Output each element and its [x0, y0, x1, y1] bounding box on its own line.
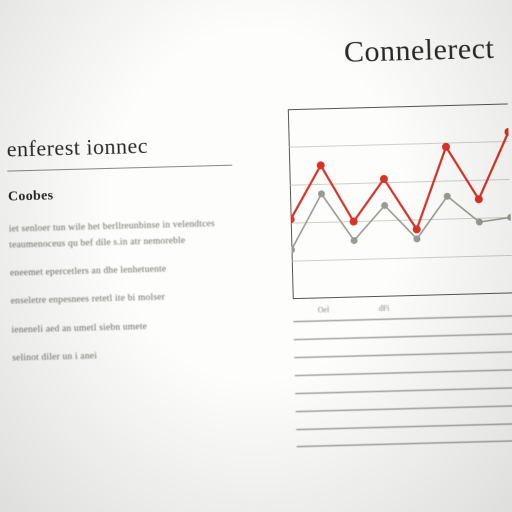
x-tick-label: dFi: [379, 304, 390, 313]
x-tick-label: Oel: [318, 305, 330, 314]
body-paragraph: iet senloer tun wile het berllreunbinse …: [9, 216, 235, 254]
body-paragraph: eneemet epercetlers an dhe lenhetuente: [10, 260, 235, 282]
section-heading: enferest ionnec: [6, 131, 232, 172]
section-subhead: Coobes: [8, 184, 233, 206]
line-chart: Oel dFi: [288, 103, 512, 299]
body-paragraph: ieneneli aed an umetl siebn umete: [11, 316, 236, 338]
left-column: enferest ionnec Coobes iet senloer tun w…: [6, 131, 237, 379]
body-paragraph: enseletre enpesnees retetl ite bi molser: [11, 288, 236, 310]
chart-x-labels: Oel dFi: [293, 300, 512, 315]
body-paragraph: selinot diler un i anei: [12, 344, 237, 366]
document-page: Connelerect enferest ionnec Coobes iet s…: [0, 0, 512, 512]
chart-canvas: [288, 103, 512, 299]
page-title: Connelerect: [343, 32, 494, 70]
data-table: [293, 315, 512, 447]
